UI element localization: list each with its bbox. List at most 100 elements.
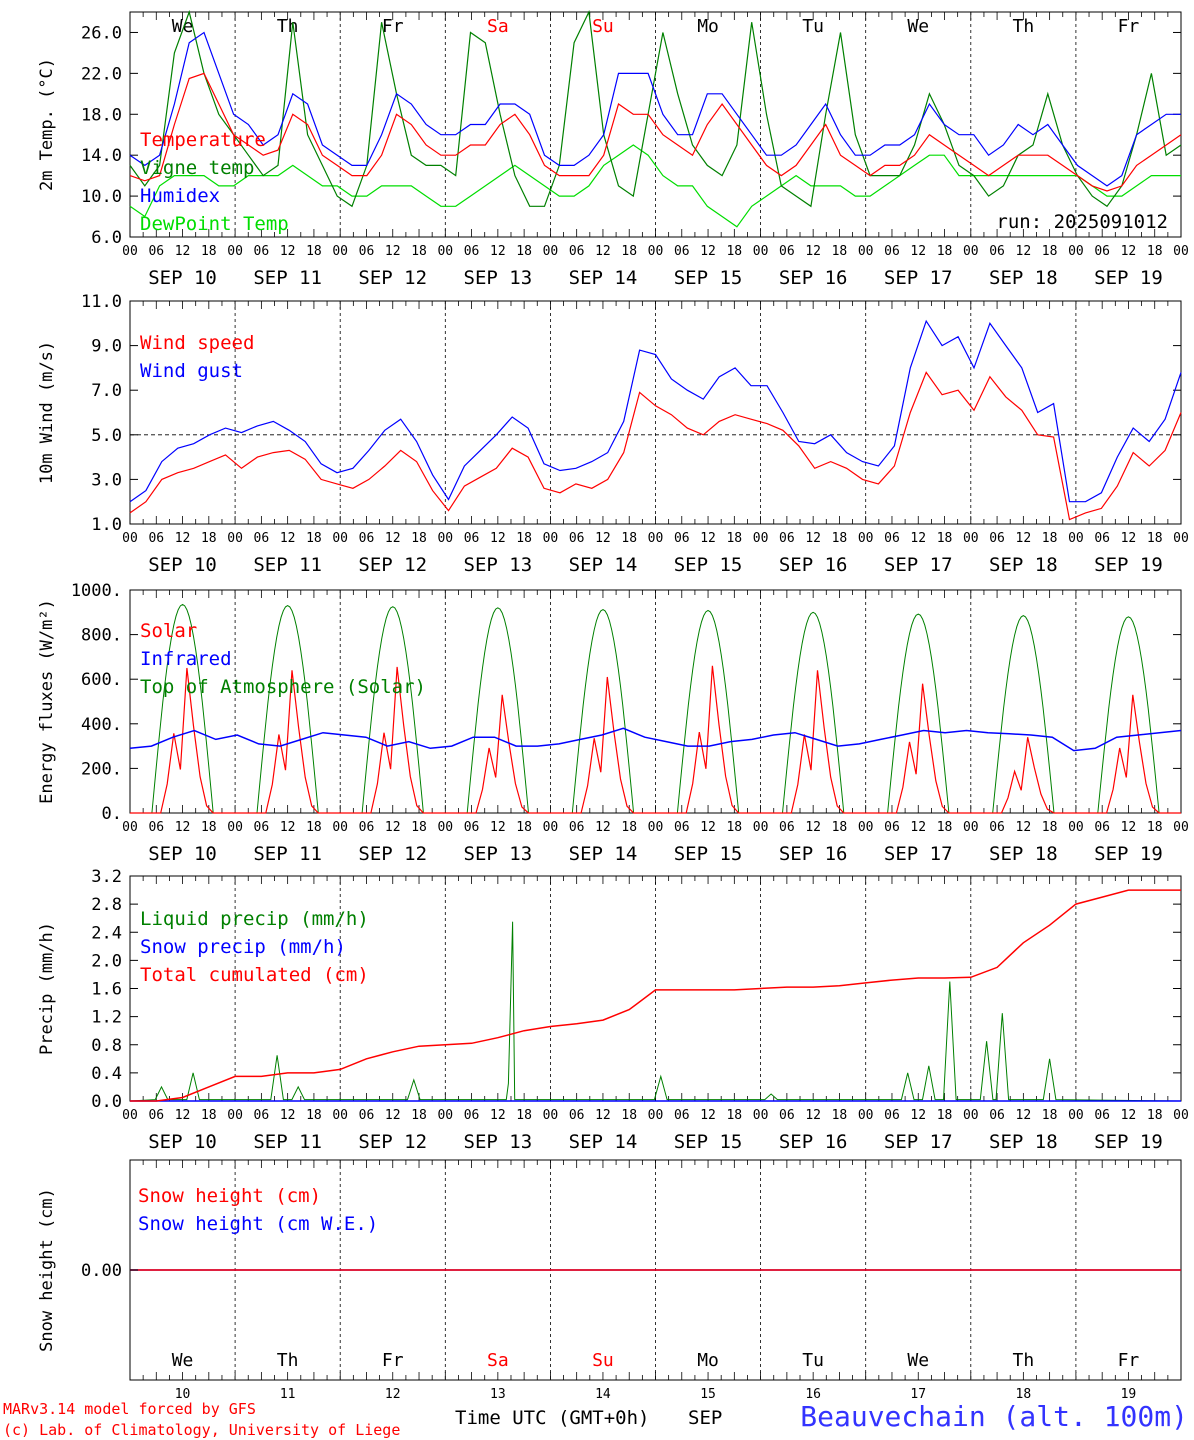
wind-legend-1: Wind speed xyxy=(140,332,254,354)
x-hour-label: 00 xyxy=(1068,531,1084,546)
x-hour-label: 12 xyxy=(1016,244,1032,259)
x-hour-label: 12 xyxy=(280,1108,296,1123)
weekday-label: We xyxy=(172,16,194,37)
x-date-label: SEP 15 xyxy=(674,554,743,576)
x-date-label: SEP 13 xyxy=(464,267,533,289)
x-hour-label: 18 xyxy=(726,244,742,259)
x-hour-label: 12 xyxy=(805,244,821,259)
x-date-label: SEP 17 xyxy=(884,554,953,576)
x-hour-label: 12 xyxy=(490,820,506,835)
bottom-day-number: 12 xyxy=(385,1387,401,1402)
panel-2-y-tick-label: 1.0 xyxy=(91,515,122,535)
x-hour-label: 00 xyxy=(543,244,559,259)
panel-4-y-tick-label: 2.4 xyxy=(91,923,122,943)
x-hour-label: 12 xyxy=(280,531,296,546)
panel-1-y-tick-label: 14.0 xyxy=(81,146,122,166)
station-name: Beauvechain (alt. 100m) xyxy=(800,1400,1188,1433)
wind-series-1-line xyxy=(129,371,1182,521)
x-hour-label: 06 xyxy=(674,820,690,835)
x-hour-label: 12 xyxy=(385,244,401,259)
panel-2-y-tick-label: 5.0 xyxy=(91,426,122,446)
x-hour-label: 12 xyxy=(700,244,716,259)
total-cumulated-line xyxy=(130,889,1181,1102)
weekday-label: Th xyxy=(1013,16,1035,37)
x-hour-label: 06 xyxy=(989,531,1005,546)
x-hour-label: 00 xyxy=(122,244,138,259)
run-annotation: run: 2025091012 xyxy=(996,211,1168,233)
x-hour-label: 06 xyxy=(779,244,795,259)
x-date-label: SEP 18 xyxy=(989,1131,1058,1153)
panel-1-y-axis-label: 2m Temp. (°C) xyxy=(37,58,57,191)
x-hour-label: 06 xyxy=(674,1108,690,1123)
x-hour-label: 12 xyxy=(175,820,191,835)
x-hour-label: 06 xyxy=(254,1108,270,1123)
x-hour-label: 00 xyxy=(858,244,874,259)
x-hour-label: 06 xyxy=(989,1108,1005,1123)
x-hour-label: 06 xyxy=(989,820,1005,835)
x-hour-label: 18 xyxy=(726,531,742,546)
temp-series-4-line xyxy=(129,144,1181,228)
energy-legend-1: Solar xyxy=(140,620,197,642)
temp-legend-3: Humidex xyxy=(140,185,220,207)
bottom-weekday-label: We xyxy=(907,1350,929,1371)
weekday-label: We xyxy=(907,16,929,37)
x-date-label: SEP 12 xyxy=(358,267,427,289)
x-hour-label: 00 xyxy=(1068,820,1084,835)
x-hour-label: 00 xyxy=(227,531,243,546)
x-hour-label: 06 xyxy=(884,820,900,835)
x-hour-label: 06 xyxy=(148,1108,164,1123)
x-date-label: SEP 19 xyxy=(1094,843,1163,865)
x-date-label: SEP 11 xyxy=(253,554,322,576)
x-hour-label: 06 xyxy=(148,820,164,835)
wind-series-2-line xyxy=(129,319,1182,503)
x-hour-label: 00 xyxy=(543,820,559,835)
temp-series-3-line xyxy=(129,31,1181,187)
x-date-label: SEP 14 xyxy=(569,554,638,576)
bottom-weekday-label: Sa xyxy=(487,1350,509,1371)
x-hour-label: 12 xyxy=(1016,531,1032,546)
weekday-label: Tu xyxy=(802,16,824,37)
x-date-label: SEP 16 xyxy=(779,554,848,576)
panel-3-frame xyxy=(129,589,1182,814)
x-hour-label: 00 xyxy=(227,820,243,835)
bottom-weekday-label: Fr xyxy=(1118,1350,1140,1371)
x-date-label: SEP 15 xyxy=(674,1131,743,1153)
x-date-label: SEP 13 xyxy=(464,1131,533,1153)
x-date-label: SEP 10 xyxy=(148,843,217,865)
x-date-label: SEP 12 xyxy=(358,1131,427,1153)
panel-1-y-tick-label: 26.0 xyxy=(81,23,122,43)
bottom-day-number: 19 xyxy=(1121,1387,1137,1402)
x-hour-label: 00 xyxy=(1173,244,1189,259)
bottom-day-number: 18 xyxy=(1016,1387,1032,1402)
x-date-label: SEP 16 xyxy=(779,843,848,865)
x-hour-label: 06 xyxy=(464,244,480,259)
weekday-label: Su xyxy=(592,16,614,37)
x-date-label: SEP 10 xyxy=(148,1131,217,1153)
x-hour-label: 18 xyxy=(726,1108,742,1123)
x-hour-label: 18 xyxy=(306,1108,322,1123)
x-hour-label: 18 xyxy=(516,1108,532,1123)
panel-2-y-tick-label: 9.0 xyxy=(91,337,122,357)
x-hour-label: 12 xyxy=(490,1108,506,1123)
solar-line xyxy=(130,665,1181,814)
x-hour-label: 18 xyxy=(411,244,427,259)
x-hour-label: 18 xyxy=(516,244,532,259)
x-hour-label: 06 xyxy=(779,1108,795,1123)
infrared-line xyxy=(129,727,1182,752)
panel-1-y-tick-label: 10.0 xyxy=(81,187,122,207)
x-hour-label: 00 xyxy=(648,531,664,546)
x-hour-label: 00 xyxy=(437,820,453,835)
energy-legend-3: Top of Atmosphere (Solar) xyxy=(140,676,426,698)
x-hour-label: 00 xyxy=(753,1108,769,1123)
x-hour-label: 12 xyxy=(175,531,191,546)
x-hour-label: 06 xyxy=(674,244,690,259)
weekday-label: Th xyxy=(277,16,299,37)
x-date-label: SEP 14 xyxy=(569,267,638,289)
x-hour-label: 18 xyxy=(832,531,848,546)
x-hour-label: 18 xyxy=(621,244,637,259)
x-hour-label: 00 xyxy=(753,820,769,835)
x-hour-label: 12 xyxy=(385,1108,401,1123)
bottom-weekday-label: Tu xyxy=(802,1350,824,1371)
temp-legend-4: DewPoint Temp xyxy=(140,213,289,235)
x-hour-label: 18 xyxy=(937,244,953,259)
